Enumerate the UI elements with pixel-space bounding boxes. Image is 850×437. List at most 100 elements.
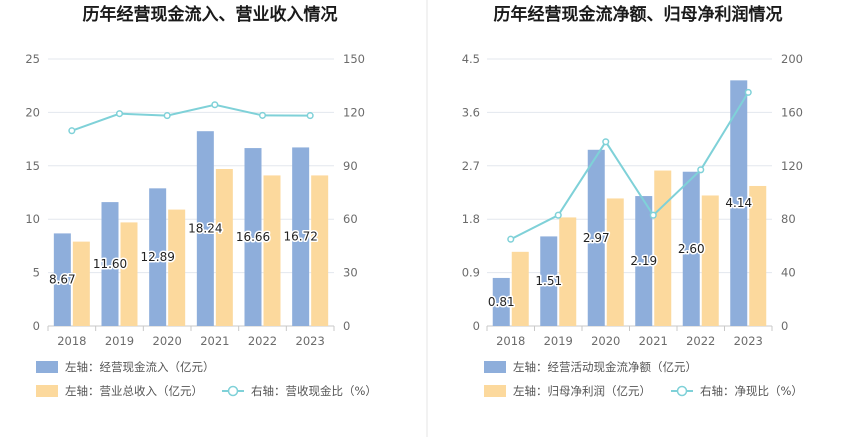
legend-label: 右轴：净现比（%） xyxy=(700,384,803,398)
line-point-2021 xyxy=(649,211,657,219)
legend-label: 左轴：经营现金流入（亿元） xyxy=(65,360,215,374)
y-left-tick-label: 1.8 xyxy=(462,212,480,226)
line-series xyxy=(510,91,750,241)
data-label-2022: 16.66 xyxy=(236,230,270,244)
line-point-2020 xyxy=(163,112,171,120)
x-tick-label: 2019 xyxy=(105,334,134,348)
y-left-tick-label: 2.7 xyxy=(462,159,480,173)
legend-swatch-marker xyxy=(227,385,239,397)
x-tick-label: 2021 xyxy=(639,334,668,348)
line-point-2022 xyxy=(258,111,267,119)
y-right-tick-label: 150 xyxy=(343,52,365,66)
bar-secondary-2021 xyxy=(215,169,233,326)
x-tick-label: 2021 xyxy=(200,334,229,348)
bar-secondary-2019 xyxy=(120,222,138,326)
y-right-tick-label: 30 xyxy=(343,266,358,280)
legend-swatch xyxy=(36,385,58,397)
x-tick-label: 2022 xyxy=(686,334,715,348)
legend-label: 右轴：营收现金比（%） xyxy=(251,384,377,398)
data-label-2018: 8.67 xyxy=(49,273,76,287)
data-label-2020: 2.97 xyxy=(583,231,610,245)
bar-secondary-2022 xyxy=(701,195,719,326)
bar-secondary-2022 xyxy=(263,175,281,326)
y-right-tick-label: 120 xyxy=(781,159,803,173)
chart-panel-1: 历年经营现金流入、营业收入情况 0 0 5 30 10 60 15 90 20 120 25 150 20… xyxy=(25,4,377,398)
y-right-tick-label: 160 xyxy=(781,105,803,119)
y-left-tick-label: 0.9 xyxy=(462,266,480,280)
y-left-tick-label: 25 xyxy=(25,52,40,66)
y-right-tick-label: 80 xyxy=(781,212,796,226)
line-point-2021 xyxy=(211,101,219,109)
bar-secondary-2019 xyxy=(559,217,577,326)
x-tick-label: 2019 xyxy=(544,334,573,348)
legend: 左轴：经营活动现金流净额（亿元） 左轴：归母净利润（亿元） 右轴：净现比（%） xyxy=(484,360,803,398)
y-right-tick-label: 120 xyxy=(343,105,365,119)
legend-swatch xyxy=(36,361,58,373)
bar-primary-2022 xyxy=(244,148,262,326)
data-label-2023: 4.14 xyxy=(725,196,752,210)
y-left-tick-label: 3.6 xyxy=(462,105,480,119)
x-tick-label: 2022 xyxy=(248,334,277,348)
y-right-tick-label: 0 xyxy=(781,319,788,333)
data-label-2022: 2.60 xyxy=(678,242,705,256)
line-point-2023 xyxy=(306,112,314,120)
bar-primary-2020 xyxy=(587,149,605,326)
data-label-2021: 18.24 xyxy=(188,222,222,236)
legend: 左轴：经营现金流入（亿元） 左轴：营业总收入（亿元） 右轴：营收现金比（%） xyxy=(36,360,377,398)
x-tick-label: 2023 xyxy=(296,334,325,348)
y-left-tick-label: 10 xyxy=(25,212,40,226)
legend-swatch xyxy=(484,385,506,397)
bar-secondary-2023 xyxy=(311,175,329,326)
bar-primary-2019 xyxy=(101,202,119,326)
bar-secondary-2018 xyxy=(511,251,529,326)
legend-label: 左轴：经营活动现金流净额（亿元） xyxy=(513,360,697,374)
line-point-2019 xyxy=(554,211,562,219)
line-series xyxy=(71,103,311,132)
bar-secondary-2018 xyxy=(72,241,90,326)
bar-secondary-2020 xyxy=(606,198,624,326)
bar-primary-2022 xyxy=(682,171,700,326)
line-point-2020 xyxy=(602,138,610,146)
bar-primary-2023 xyxy=(730,80,748,326)
legend-swatch-marker xyxy=(676,385,688,397)
y-right-tick-label: 90 xyxy=(343,159,358,173)
bar-secondary-2020 xyxy=(168,209,186,326)
line-point-2023 xyxy=(744,88,752,96)
legend-label: 左轴：营业总收入（亿元） xyxy=(65,384,203,398)
y-left-tick-label: 0 xyxy=(473,319,480,333)
y-right-tick-label: 0 xyxy=(343,319,350,333)
legend-label: 左轴：归母净利润（亿元） xyxy=(513,384,651,398)
bar-primary-2018 xyxy=(492,277,510,326)
legend-swatch xyxy=(484,361,506,373)
bar-primary-2020 xyxy=(149,188,167,326)
x-tick-label: 2018 xyxy=(57,334,86,348)
y-right-tick-label: 60 xyxy=(343,212,358,226)
data-label-2023: 16.72 xyxy=(283,230,317,244)
bar-secondary-2023 xyxy=(749,185,767,326)
chart-title: 历年经营现金流净额、归母净利润情况 xyxy=(494,4,783,25)
y-left-tick-label: 15 xyxy=(25,159,40,173)
data-label-2019: 1.51 xyxy=(535,274,562,288)
x-tick-label: 2020 xyxy=(153,334,182,348)
line-point-2018 xyxy=(507,235,515,243)
bar-secondary-2021 xyxy=(654,170,672,326)
data-label-2021: 2.19 xyxy=(630,254,657,268)
bar-primary-2019 xyxy=(540,236,558,326)
bar-primary-2021 xyxy=(196,131,214,326)
bar-primary-2018 xyxy=(53,233,71,326)
data-label-2018: 0.81 xyxy=(488,295,515,309)
bar-primary-2021 xyxy=(635,196,653,326)
y-left-tick-label: 20 xyxy=(25,105,40,119)
y-right-tick-label: 40 xyxy=(781,266,796,280)
data-label-2019: 11.60 xyxy=(93,257,127,271)
line-point-2019 xyxy=(115,110,124,118)
x-tick-label: 2020 xyxy=(591,334,620,348)
x-tick-label: 2023 xyxy=(734,334,763,348)
line-point-2018 xyxy=(68,127,76,135)
x-tick-label: 2018 xyxy=(496,334,525,348)
chart-title: 历年经营现金流入、营业收入情况 xyxy=(83,4,338,25)
chart-panel-2: 历年经营现金流净额、归母净利润情况 0 0 0.9 40 1.8 80 2.7 120 3.6 16… xyxy=(462,4,803,398)
data-label-2020: 12.89 xyxy=(140,250,174,264)
y-left-tick-label: 0 xyxy=(33,319,40,333)
